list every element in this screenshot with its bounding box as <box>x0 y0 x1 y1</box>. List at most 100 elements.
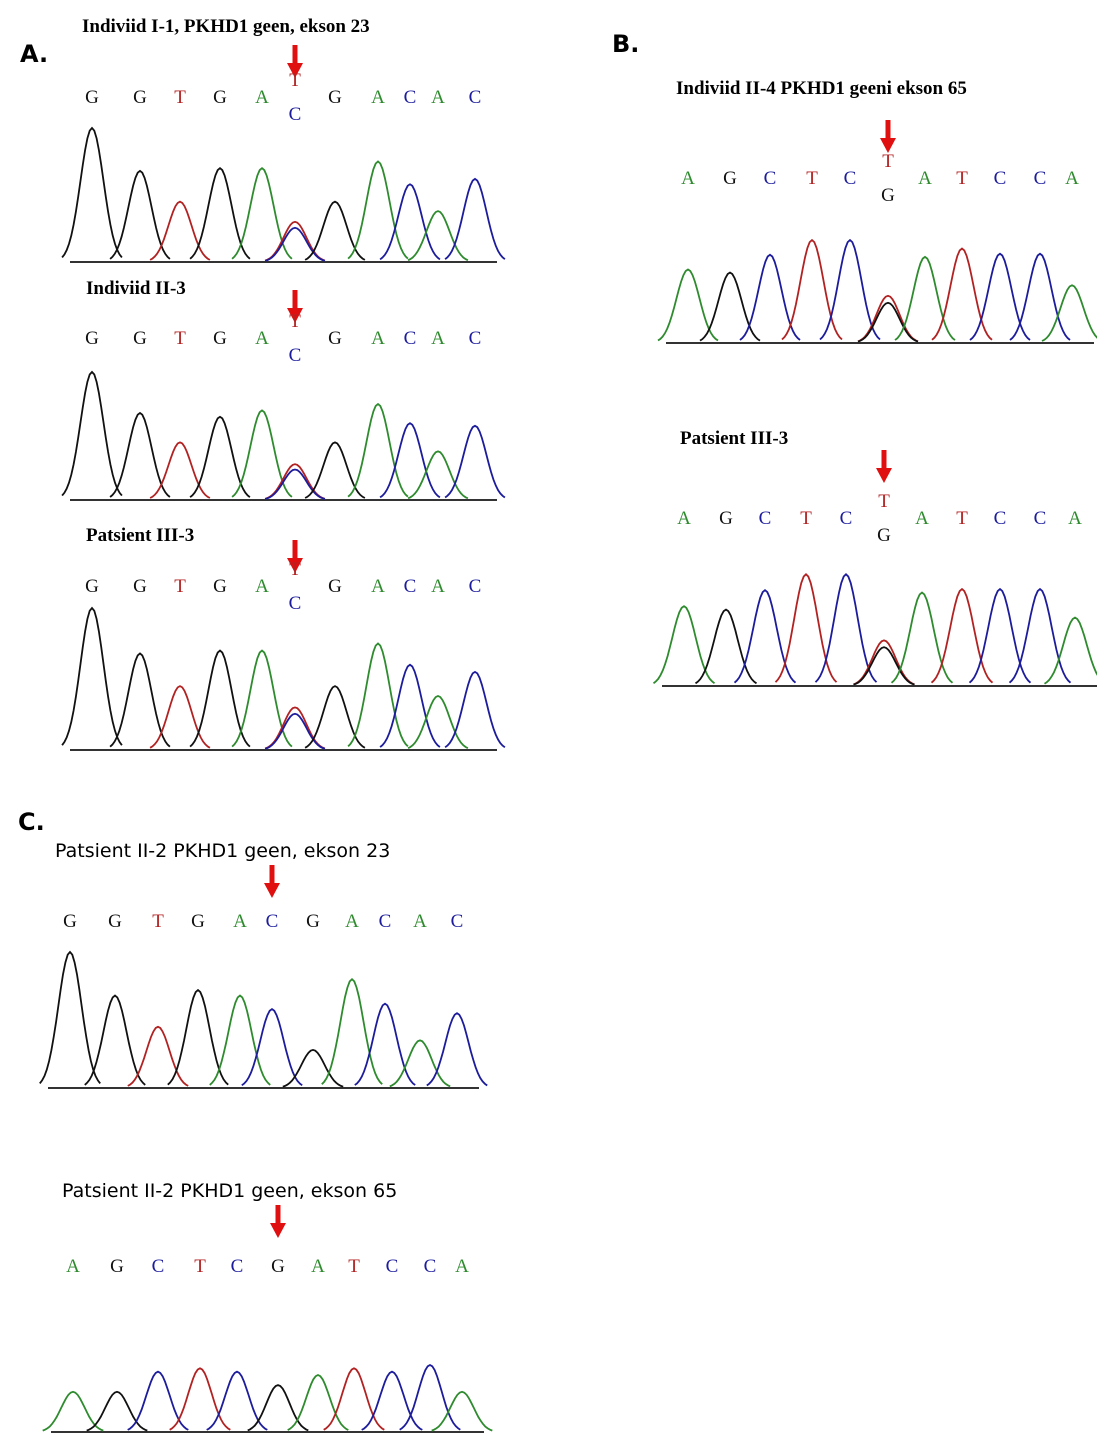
base-letter: G <box>213 576 227 597</box>
base-letter: C <box>764 168 777 189</box>
base-letter: T <box>348 1256 360 1277</box>
peak <box>150 686 210 748</box>
base-letter: A <box>918 168 932 189</box>
peak <box>1010 254 1070 340</box>
base-letter: T <box>806 168 818 189</box>
peak <box>735 590 796 683</box>
panel-label: B. <box>612 30 639 58</box>
base-letter: C <box>424 1256 437 1277</box>
peak <box>445 179 505 259</box>
base-letter: A <box>311 1256 325 1277</box>
base-letter: G <box>133 87 147 108</box>
peak <box>970 254 1030 340</box>
base-letter: C <box>1034 508 1047 529</box>
peak <box>820 240 880 339</box>
peak <box>932 589 993 683</box>
base-letter: T <box>174 87 186 108</box>
base-letter: C <box>289 345 302 366</box>
peak <box>324 1368 385 1430</box>
arrow-head <box>264 883 280 898</box>
peak <box>62 608 122 745</box>
peak <box>445 672 505 747</box>
track-title: Patsient III-3 <box>680 428 788 449</box>
peak <box>1042 285 1097 341</box>
base-letter: A <box>255 328 269 349</box>
peak <box>265 228 325 261</box>
track-title: Patsient II-2 PKHD1 geen, ekson 65 <box>62 1180 397 1202</box>
peak <box>408 211 468 260</box>
base-letter: G <box>133 328 147 349</box>
peak <box>40 952 100 1083</box>
peak <box>892 593 953 683</box>
base-letter: G <box>881 185 895 206</box>
peak <box>362 1372 423 1430</box>
base-letter: T <box>882 151 894 172</box>
peak <box>445 426 505 498</box>
base-letter: G <box>271 1256 285 1277</box>
base-letter: T <box>289 559 301 580</box>
base-letter: C <box>404 576 417 597</box>
track-title: Indiviid II-3 <box>86 278 186 299</box>
track-title: Indiviid I-1, PKHD1 geen, ekson 23 <box>82 16 370 37</box>
base-letter: T <box>289 70 301 91</box>
peak <box>62 128 122 257</box>
base-letter: T <box>289 311 301 332</box>
base-letter: C <box>451 911 464 932</box>
peak <box>248 1385 309 1430</box>
figure: A.Indiviid I-1, PKHD1 geen, ekson 23GGTG… <box>0 0 1097 1434</box>
base-letter: T <box>174 328 186 349</box>
base-letter: A <box>431 87 445 108</box>
base-letter: A <box>413 911 427 932</box>
peak <box>322 979 382 1084</box>
peak <box>150 442 210 498</box>
peak <box>305 686 365 748</box>
arrow-head <box>270 1223 286 1238</box>
base-letter: G <box>213 87 227 108</box>
base-letter: C <box>386 1256 399 1277</box>
peak <box>782 240 842 339</box>
base-letter: C <box>404 328 417 349</box>
peak <box>305 202 365 260</box>
base-letter: G <box>191 911 205 932</box>
peak <box>265 714 325 749</box>
peak <box>696 610 757 684</box>
base-letter: A <box>255 87 269 108</box>
peak <box>242 1009 302 1085</box>
panel-label: A. <box>20 40 48 68</box>
base-letter: G <box>719 508 733 529</box>
peak <box>970 589 1031 683</box>
base-letter: A <box>681 168 695 189</box>
base-letter: G <box>133 576 147 597</box>
peak <box>232 651 292 747</box>
peak <box>85 996 145 1085</box>
peak <box>1010 589 1071 683</box>
track-title: Patsient II-2 PKHD1 geen, ekson 23 <box>55 840 390 862</box>
base-letter: T <box>800 508 812 529</box>
peak <box>232 168 292 259</box>
base-letter: A <box>345 911 359 932</box>
base-letter: C <box>379 911 392 932</box>
base-letter: A <box>915 508 929 529</box>
base-letter: A <box>455 1256 469 1277</box>
page: {"panels": [ {"label": "A.", "tracks": [… <box>0 0 1097 1434</box>
base-letter: G <box>85 576 99 597</box>
base-letter: T <box>152 911 164 932</box>
base-letter: C <box>266 911 279 932</box>
peak <box>895 257 955 340</box>
base-letter: G <box>63 911 77 932</box>
peak <box>816 574 877 682</box>
base-letter: T <box>878 491 890 512</box>
track-title: Indiviid II-4 PKHD1 geeni ekson 65 <box>676 78 967 99</box>
base-letter: G <box>85 87 99 108</box>
peak <box>740 255 800 340</box>
peak <box>776 574 837 682</box>
base-letter: C <box>469 87 482 108</box>
base-letter: T <box>194 1256 206 1277</box>
peak <box>432 1392 493 1431</box>
base-letter: C <box>994 508 1007 529</box>
base-letter: C <box>289 593 302 614</box>
peak <box>62 372 122 496</box>
peak <box>128 1372 189 1430</box>
base-letter: C <box>1034 168 1047 189</box>
base-letter: A <box>371 87 385 108</box>
